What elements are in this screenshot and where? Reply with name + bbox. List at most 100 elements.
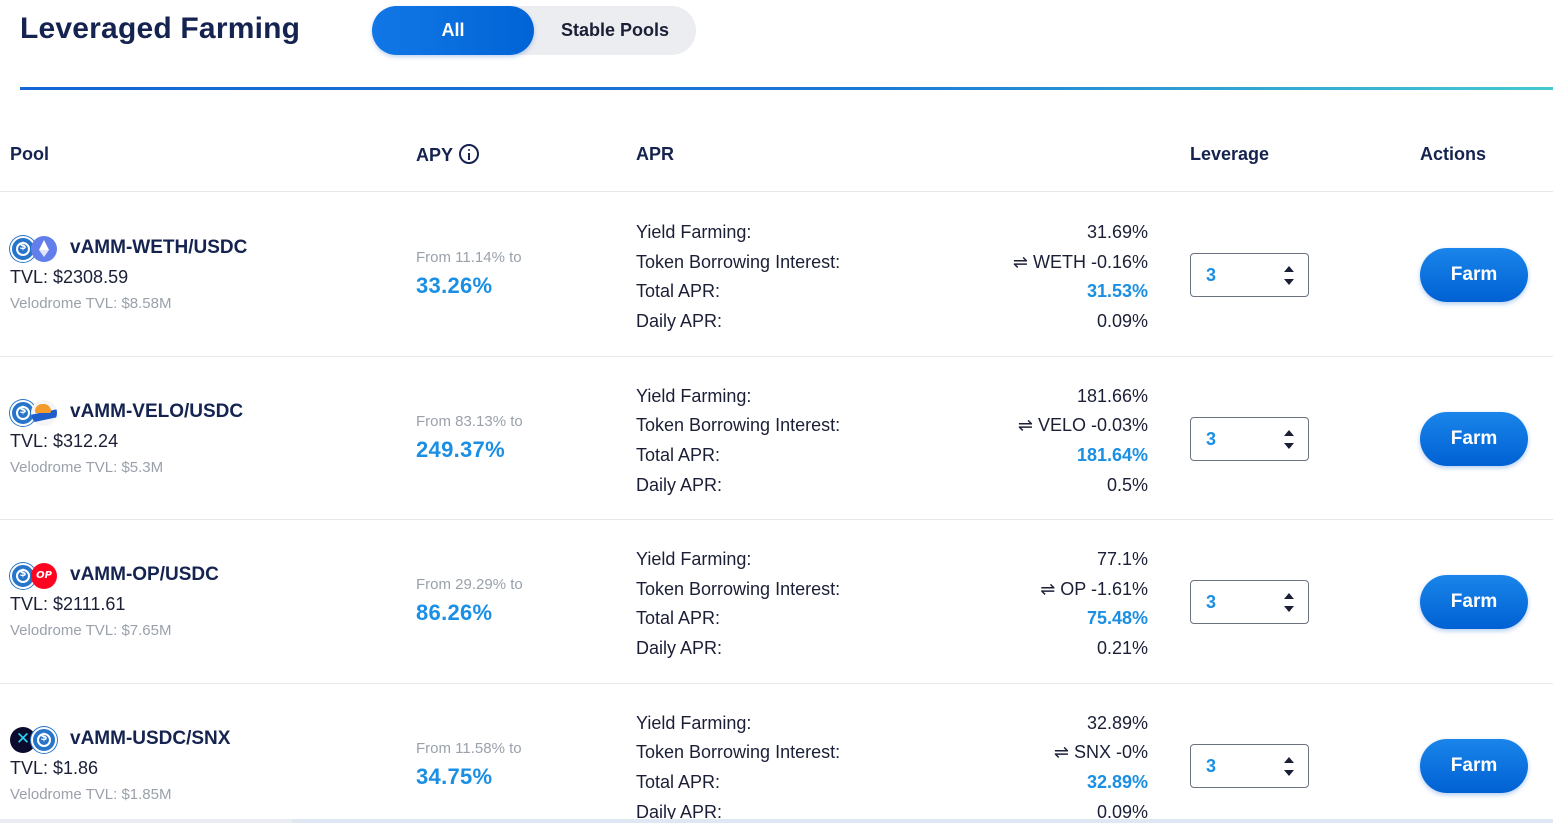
leverage-value: 3 [1206, 265, 1217, 285]
yield-farming-value: 31.69% [1086, 222, 1148, 242]
velo-icon [31, 399, 57, 426]
leverage-value: 3 [1206, 755, 1217, 776]
total-apr-value: 181.64% [1076, 444, 1148, 465]
total-apr-value: 32.89% [1086, 771, 1148, 792]
pool-tvl: TVL: $2111.61 [10, 594, 126, 614]
swap-icon: ⇌ [1012, 251, 1028, 273]
apr-values: 31.69% ⇌ WETH -0.16% 31.53% 0.09% [900, 218, 1148, 337]
velodrome-tvl: Velodrome TVL: $8.58M [10, 295, 172, 312]
leverage-value: 3 [1206, 428, 1217, 449]
yield-farming-value: 32.89% [1086, 712, 1148, 733]
stepper-up-icon[interactable] [1284, 756, 1294, 763]
farm-button[interactable]: Farm [1420, 411, 1528, 466]
pool-token-icons: ✕ [10, 726, 58, 753]
leverage-stepper[interactable]: 3 [1190, 416, 1309, 461]
table-row: vAMM-WETH/USDC TVL: $2308.59 Velodrome T… [0, 193, 1553, 357]
stepper-down-icon[interactable] [1284, 769, 1294, 776]
apr-labels: Yield Farming: Token Borrowing Interest:… [636, 545, 840, 664]
header-apr: APR [636, 144, 675, 164]
borrow-interest-value: SNX -0% [1073, 742, 1148, 763]
eth-icon [31, 236, 57, 262]
pool-token-icons [10, 399, 58, 426]
borrow-interest: ⇌ OP -1.61% [900, 575, 1148, 605]
velodrome-tvl: Velodrome TVL: $5.3M [10, 458, 164, 476]
yield-farming-value: 77.1% [1096, 549, 1148, 569]
apr-label-daily: Daily APR: [636, 801, 723, 822]
velodrome-tvl: Velodrome TVL: $7.65M [10, 622, 172, 639]
tab-all[interactable]: All [372, 6, 534, 55]
header-actions: Actions [1420, 144, 1487, 164]
apr-labels: Yield Farming: Token Borrowing Interest:… [636, 382, 840, 501]
apr-label-yield: Yield Farming: [636, 385, 752, 406]
borrow-interest: ⇌ SNX -0% [900, 738, 1148, 768]
header-leverage: Leverage [1190, 144, 1270, 164]
apr-label-yield: Yield Farming: [636, 549, 752, 569]
pool-token-icons: OP [10, 563, 58, 589]
usdc-icon [31, 726, 57, 753]
stepper-up-icon[interactable] [1284, 593, 1294, 599]
stepper-up-icon[interactable] [1284, 266, 1294, 272]
info-icon[interactable] [459, 144, 480, 164]
apr-label-yield: Yield Farming: [636, 712, 752, 733]
stepper-up-icon[interactable] [1284, 429, 1294, 436]
apr-label-borrow: Token Borrowing Interest: [636, 742, 841, 763]
table-row: OP vAMM-OP/USDC TVL: $2111.61 Velodrome … [0, 520, 1553, 684]
pool-tvl: TVL: $2308.59 [10, 267, 129, 287]
swap-icon: ⇌ [1040, 578, 1056, 600]
page-title: Leveraged Farming [20, 12, 301, 45]
table-row: vAMM-VELO/USDC TVL: $312.24 Velodrome TV… [0, 357, 1553, 520]
header-apy: APY [416, 144, 480, 166]
apy-value: 86.26% [416, 600, 493, 625]
leverage-stepper[interactable]: 3 [1190, 743, 1309, 788]
borrow-interest-value: VELO -0.03% [1037, 415, 1148, 436]
stepper-down-icon[interactable] [1284, 606, 1294, 612]
daily-apr-value: 0.09% [1096, 801, 1148, 822]
borrow-interest: ⇌ WETH -0.16% [900, 248, 1148, 278]
pool-token-icons [10, 236, 58, 262]
swap-icon: ⇌ [1053, 742, 1069, 764]
tab-stable-pools[interactable]: Stable Pools [560, 20, 670, 40]
scrollbar-thumb[interactable] [292, 819, 1553, 823]
op-icon: OP [31, 563, 57, 589]
total-apr-value: 75.48% [1086, 608, 1148, 629]
total-apr-value: 31.53% [1086, 281, 1148, 302]
apr-label-total: Total APR: [636, 771, 721, 792]
apr-label-borrow: Token Borrowing Interest: [636, 415, 841, 436]
borrow-interest: ⇌ VELO -0.03% [900, 411, 1148, 441]
farm-button[interactable]: Farm [1420, 248, 1528, 302]
apy-range-from: From 29.29% to [416, 576, 523, 593]
apr-label-daily: Daily APR: [636, 474, 723, 495]
apr-label-borrow: Token Borrowing Interest: [636, 578, 841, 599]
farm-button[interactable]: Farm [1420, 575, 1528, 629]
borrow-interest-value: WETH -0.16% [1032, 251, 1148, 272]
swap-icon: ⇌ [1017, 415, 1033, 437]
apr-values: 181.66% ⇌ VELO -0.03% 181.64% 0.5% [900, 382, 1148, 501]
leverage-stepper[interactable]: 3 [1190, 580, 1309, 624]
apy-range-from: From 11.58% to [416, 739, 522, 757]
usdc-icon [10, 563, 36, 589]
table-header: Pool APY APR Leverage Actions [0, 120, 1553, 192]
pool-tvl: TVL: $312.24 [10, 430, 119, 451]
apr-labels: Yield Farming: Token Borrowing Interest:… [636, 218, 840, 337]
pool-name: vAMM-VELO/USDC [70, 400, 244, 422]
apr-label-yield: Yield Farming: [636, 222, 752, 242]
apr-values: 32.89% ⇌ SNX -0% 32.89% 0.09% [900, 709, 1148, 823]
farm-button[interactable]: Farm [1420, 738, 1528, 793]
daily-apr-value: 0.09% [1096, 311, 1148, 332]
stepper-down-icon[interactable] [1284, 279, 1294, 285]
leverage-stepper[interactable]: 3 [1190, 253, 1309, 297]
apr-label-total: Total APR: [636, 281, 721, 302]
apr-label-total: Total APR: [636, 444, 721, 465]
pool-name: vAMM-OP/USDC [70, 564, 219, 585]
apr-label-daily: Daily APR: [636, 311, 723, 332]
apr-label-borrow: Token Borrowing Interest: [636, 251, 841, 272]
pool-name: vAMM-USDC/SNX [70, 727, 231, 749]
velodrome-tvl: Velodrome TVL: $1.85M [10, 785, 172, 803]
horizontal-scrollbar[interactable] [0, 819, 1553, 823]
header-apy-label: APY [416, 145, 454, 165]
borrow-interest-value: OP -1.61% [1060, 578, 1148, 599]
apy-range-from: From 11.14% to [416, 249, 522, 266]
pool-tvl: TVL: $1.86 [10, 757, 99, 778]
table-row: ✕ vAMM-USDC/SNX TVL: $1.86 Velodrome TVL… [0, 684, 1553, 823]
stepper-down-icon[interactable] [1284, 442, 1294, 449]
